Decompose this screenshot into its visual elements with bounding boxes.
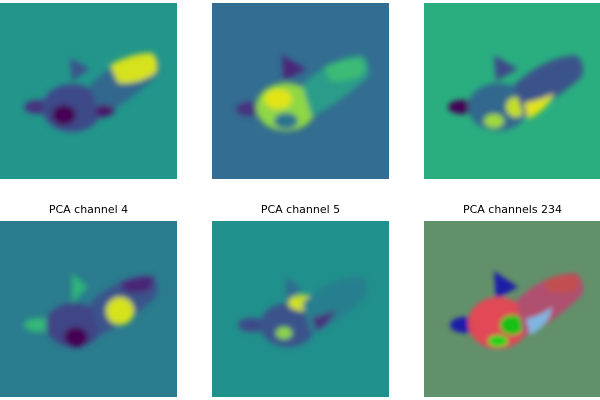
panel-title-4: PCA channel 4: [48, 203, 129, 216]
pca-image-6: [424, 221, 600, 397]
pca-image-1: [0, 3, 177, 179]
pca-panel-6: [424, 221, 600, 397]
cat-silhouette: [448, 55, 584, 131]
cat-silhouette: [24, 53, 160, 132]
pca-panel-5: [212, 221, 389, 397]
cat-silhouette: [238, 276, 368, 347]
pca-image-2: [212, 3, 389, 179]
pca-image-4: [0, 221, 177, 397]
pca-image-3: [424, 3, 600, 179]
pca-panel-4: [0, 221, 177, 397]
pca-image-5: [212, 221, 389, 397]
cat-silhouette: [450, 271, 584, 349]
panel-title-5: PCA channel 5: [260, 203, 341, 216]
pca-panel-2: [212, 3, 389, 179]
cat-silhouette: [236, 55, 370, 131]
panel-title-6: PCA channels 234: [462, 203, 563, 216]
pca-panel-1: [0, 3, 177, 179]
cat-silhouette: [24, 273, 158, 347]
pca-panel-3: [424, 3, 600, 179]
